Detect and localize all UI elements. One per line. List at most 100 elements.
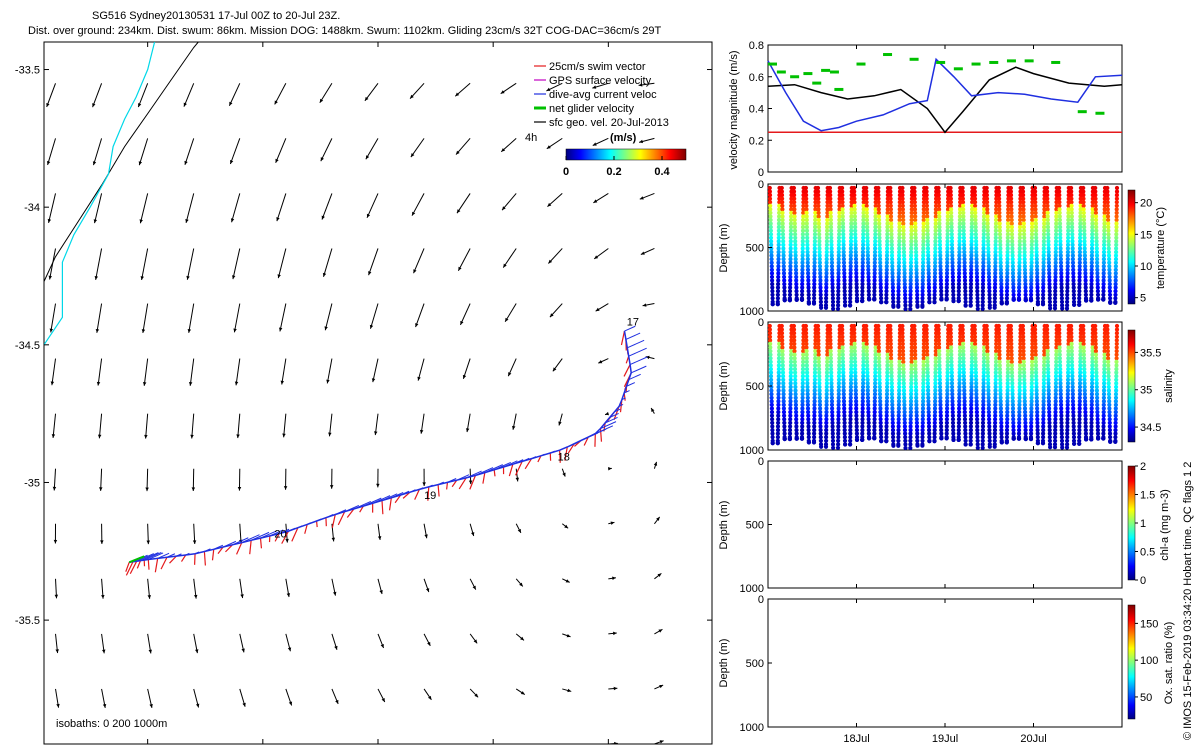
profile-sample (984, 185, 989, 191)
profile-sample (1022, 253, 1027, 258)
geo-velocity-vector (415, 303, 425, 328)
profile-sample (872, 417, 877, 422)
profile-sample (872, 253, 878, 258)
profile-sample (775, 424, 781, 429)
profile-sample (974, 246, 979, 251)
profile-sample (800, 253, 805, 258)
profile-sample (914, 278, 919, 283)
profile-sample (958, 203, 963, 208)
profile-sample (829, 395, 835, 400)
profile-sample (853, 242, 858, 247)
profile-sample (902, 410, 907, 415)
profile-sample (841, 392, 846, 397)
profile-sample (957, 221, 962, 226)
profile-sample (1035, 296, 1040, 301)
profile-sample (813, 338, 818, 343)
profile-sample (884, 417, 889, 422)
profile-sample (950, 278, 956, 283)
profile-sample (816, 210, 821, 215)
profile-sample (776, 217, 782, 223)
profile-sample (1011, 413, 1016, 418)
profile-sample (994, 203, 999, 208)
geo-velocity-vector-head (593, 199, 598, 203)
profile-sample (829, 232, 834, 237)
profile-sample (944, 292, 949, 297)
profile-sample (852, 193, 857, 198)
profile-sample (780, 370, 786, 375)
profile-sample (885, 217, 890, 223)
profile-sample (1030, 338, 1035, 343)
velocity-y-tick-label: 0.6 (749, 72, 764, 84)
profile-sample (909, 367, 914, 372)
profile-sample (999, 431, 1004, 436)
profile-sample (1006, 341, 1011, 346)
profile-sample (1105, 200, 1110, 205)
profile-sample (998, 235, 1003, 240)
profile-sample (1107, 424, 1112, 429)
geo-velocity-vector-head (517, 528, 521, 533)
profile-sample (878, 431, 884, 436)
profile-sample (1009, 196, 1014, 201)
profile-sample (1042, 217, 1047, 223)
profile-sample (939, 289, 944, 294)
profile-sample (962, 406, 967, 411)
profile-sample (1021, 225, 1026, 230)
profile-sample (969, 260, 974, 265)
profile-sample (1034, 392, 1039, 397)
profile-sample (939, 428, 944, 433)
profile-sample (890, 264, 895, 269)
profile-sample (1093, 327, 1098, 332)
profile-sample (1005, 282, 1010, 287)
profile-sample (924, 189, 929, 194)
profile-sample (770, 292, 775, 297)
profile-sample (945, 225, 950, 230)
profile-sample (997, 356, 1002, 361)
profile-sample (1006, 349, 1011, 354)
profile-sample (889, 250, 895, 255)
profile-sample (950, 406, 955, 411)
profile-sample (1082, 242, 1087, 247)
profile-sample (993, 388, 998, 393)
profile-sample (865, 246, 870, 251)
swim-vector (291, 527, 299, 542)
profile-sample (938, 410, 943, 415)
profile-sample (782, 285, 787, 290)
profile-sample (842, 267, 847, 272)
velocity-panel: 00.20.40.60.8 velocity magnitude (m/s) (728, 40, 1123, 179)
profile-sample (1021, 331, 1026, 336)
profile-sample (801, 207, 806, 212)
profile-sample (933, 217, 938, 223)
profile-sample (1017, 271, 1022, 276)
profile-sample (776, 246, 781, 251)
profile-sample (896, 420, 901, 425)
profile-sample (986, 384, 991, 390)
profile-sample (1018, 221, 1023, 226)
profile-sample (932, 435, 937, 440)
profile-sample (812, 228, 818, 233)
profile-sample (937, 239, 943, 244)
profile-sample (1004, 289, 1010, 294)
profile-sample (1095, 289, 1100, 294)
profile-sample (908, 406, 914, 411)
profile-sample (804, 338, 809, 343)
profile-sample (1058, 388, 1063, 393)
profile-sample (865, 381, 870, 386)
profile-sample (900, 200, 905, 205)
profile-sample (1047, 296, 1052, 301)
profile-sample (1030, 363, 1035, 368)
profile-sample (1083, 406, 1088, 411)
profile-sample (788, 228, 794, 233)
profile-sample (1005, 239, 1010, 244)
profile-sample (793, 246, 798, 251)
profile-sample (896, 264, 902, 269)
profile-sample (901, 359, 906, 364)
profile-sample (817, 257, 822, 262)
profile-sample (840, 214, 845, 219)
profile-sample (936, 193, 941, 198)
profile-sample (1041, 257, 1046, 262)
profile-sample (794, 431, 799, 436)
profile-sample (1071, 296, 1077, 301)
profile-sample (1089, 271, 1094, 276)
profile-sample (914, 395, 919, 400)
